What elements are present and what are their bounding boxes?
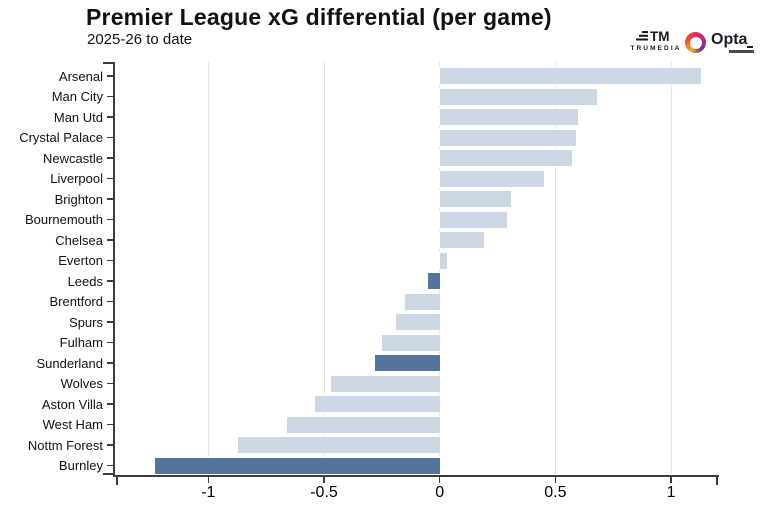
x-axis-tick	[323, 474, 325, 483]
bar-spurs	[395, 314, 440, 330]
y-axis-tick	[107, 444, 115, 446]
bar-sunderland	[374, 355, 440, 371]
opta-sublabel-mark	[729, 50, 754, 53]
y-axis-tick	[107, 464, 115, 467]
bar-liverpool	[439, 170, 544, 187]
x-axis-line	[113, 474, 720, 477]
bar-burnley	[155, 457, 440, 474]
gridline--0.5	[323, 62, 325, 474]
y-axis-label-bournemouth: Bournemouth	[24, 212, 103, 227]
y-axis-label-wolves: Wolves	[60, 376, 103, 391]
bar-newcastle	[439, 150, 572, 166]
bar-aston-villa	[314, 396, 440, 412]
trumedia-wordmark: TRUMEDIA	[630, 45, 682, 52]
y-axis-tick	[107, 362, 115, 364]
y-axis-tick	[107, 321, 115, 323]
y-axis-label-man-city: Man City	[51, 89, 103, 104]
opta-wordmark: Opta	[711, 31, 748, 48]
y-axis-tick	[107, 157, 115, 159]
trumedia-icon: TM	[636, 29, 670, 43]
y-axis-tick	[107, 403, 115, 405]
gridline-0.5	[554, 62, 556, 474]
trumedia-logo: TM TRUMEDIA	[629, 28, 683, 56]
bar-man-city	[439, 88, 597, 105]
gridline-1	[670, 62, 672, 474]
bar-brighton	[439, 191, 512, 207]
x-axis-tick	[554, 474, 557, 483]
bar-arsenal	[439, 68, 702, 84]
opta-ring-icon	[685, 32, 706, 53]
gridline--1	[207, 62, 209, 474]
y-axis-label-arsenal: Arsenal	[58, 68, 103, 84]
y-axis-label-liverpool: Liverpool	[50, 171, 103, 186]
y-axis-tick	[107, 280, 115, 282]
y-axis-label-crystal-palace: Crystal Palace	[19, 130, 103, 145]
x-axis-tick-label: -1	[201, 483, 216, 501]
x-axis-tick-label: 0	[435, 483, 445, 501]
y-axis-endcap-top	[103, 62, 113, 64]
y-axis-tick	[107, 239, 115, 241]
y-axis-label-fulham: Fulham	[59, 335, 103, 350]
y-axis-label-west-ham: West Ham	[42, 417, 103, 432]
y-axis-tick	[107, 198, 115, 200]
y-axis-tick	[107, 116, 115, 118]
y-axis-label-brighton: Brighton	[54, 191, 103, 207]
x-axis-endcap-right	[716, 474, 719, 485]
y-axis-label-brentford: Brentford	[49, 294, 103, 309]
y-axis-label-man-utd: Man Utd	[53, 109, 103, 125]
bar-chelsea	[439, 232, 484, 248]
bar-brentford	[404, 293, 440, 310]
y-axis-label-leeds: Leeds	[67, 273, 103, 289]
opta-logo: Opta	[685, 30, 757, 58]
x-axis-tick-label: 0.5	[544, 483, 567, 501]
bar-leeds	[428, 273, 440, 289]
bar-fulham	[381, 334, 440, 351]
y-axis-label-aston-villa: Aston Villa	[41, 396, 103, 412]
bar-man-utd	[439, 109, 579, 125]
x-axis-tick	[438, 474, 441, 483]
y-axis-tick	[107, 218, 115, 221]
y-axis-tick	[107, 75, 115, 77]
y-axis-tick	[107, 423, 115, 426]
y-axis-tick	[107, 95, 115, 98]
bar-wolves	[330, 375, 440, 392]
y-axis-label-chelsea: Chelsea	[55, 232, 103, 248]
opta-underscore-mark	[747, 46, 753, 48]
y-axis-label-nottm-forest: Nottm Forest	[27, 437, 103, 453]
y-axis-label-sunderland: Sunderland	[36, 355, 104, 371]
svg-text:TM: TM	[650, 29, 670, 43]
bar-crystal-palace	[439, 129, 577, 146]
y-axis-tick	[107, 136, 115, 139]
x-axis-endcap-left	[115, 474, 118, 485]
x-axis-tick	[670, 474, 672, 483]
y-axis-tick	[107, 300, 115, 303]
y-axis-line	[113, 62, 115, 475]
y-axis-tick	[107, 382, 115, 385]
y-axis-label-everton: Everton	[58, 253, 103, 268]
x-axis-tick	[207, 474, 210, 483]
bar-everton	[439, 252, 447, 269]
chart-title: Premier League xG differential (per game…	[86, 4, 552, 30]
x-axis-tick-label: 1	[666, 483, 676, 501]
bar-west-ham	[287, 416, 440, 433]
y-axis-label-spurs: Spurs	[69, 314, 103, 330]
y-axis-tick	[107, 177, 115, 180]
y-axis-label-burnley: Burnley	[58, 458, 103, 473]
y-axis-endcap-bottom	[103, 472, 113, 475]
x-axis-tick-label: -0.5	[310, 483, 338, 501]
chart-subtitle: 2025-26 to date	[87, 31, 193, 48]
y-axis-label-newcastle: Newcastle	[43, 150, 103, 166]
bar-bournemouth	[439, 211, 507, 228]
bar-nottm-forest	[238, 437, 440, 453]
y-axis-tick	[107, 341, 115, 344]
y-axis-tick	[107, 259, 115, 262]
